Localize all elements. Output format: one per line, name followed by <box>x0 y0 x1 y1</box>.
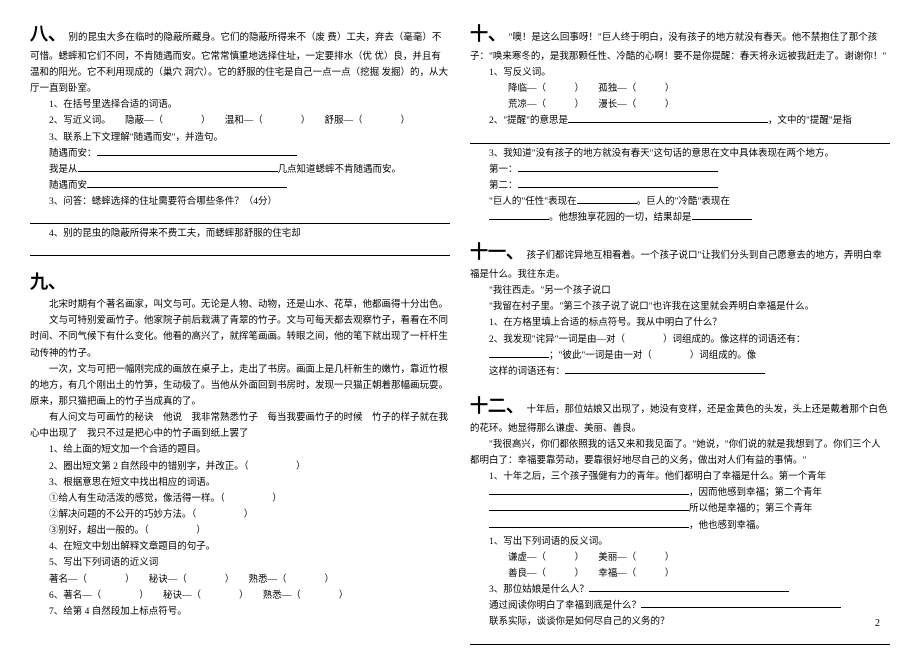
s12-q2: 1、写出下列词语的反义词。 <box>489 534 890 550</box>
blank-line <box>30 212 450 224</box>
s8-q3: 3、联系上下文理解"随遇而安"，并造句。 <box>49 130 450 146</box>
s12-q4: 通过阅读你明白了幸福到底是什么？ <box>489 598 890 614</box>
s8-q3d: 随遇而安 <box>49 178 450 194</box>
s10-para: "噢！是这么回事呀！"巨人终于明白，没有孩子的地方就没有春天。他不禁抱住了那个孩… <box>470 33 886 62</box>
s11-q2c: 这样的词语还有： <box>489 364 890 380</box>
s9-q5: 5、写出下列词语的近义词 <box>49 555 450 571</box>
s10-q3: 3、我知道"没有孩子的地方就没有春天"这句话的意思在文中具体表现在两个地方。 <box>489 146 890 162</box>
s9-q6: 6、著名—（ ） 秘诀—（ ） 熟悉—（ ） <box>49 588 450 604</box>
s9-q4: 4、在短文中划出解释文章题目的句子。 <box>49 539 450 555</box>
s10-q4c: 。他想独享花园的一切，结果却是 <box>489 210 890 226</box>
s10-q2: 2、"提醒"的意思是，文中的"提醒"是指 <box>489 113 890 129</box>
s9-p1: 北宋时期有个著名画家，叫文与可。无论是人物、动物，还是山水、花草，他都画得十分出… <box>30 297 450 313</box>
page-number: 2 <box>875 616 880 632</box>
s9-q3a: ①给人有生动活泼的感觉，像活得一样。（ ） <box>49 491 450 507</box>
s11-q1: 1、在方格里填上合适的标点符号。我从中明白了什么？ <box>489 315 890 331</box>
section-8-num: 八、 <box>30 24 66 44</box>
s9-q3c: ③别好，超出一般的。（ ） <box>49 523 450 539</box>
s12-p2: "我很高兴，你们都依照我的话又来和我见面了。"她说，"你们说的就是我想到了。你们… <box>470 437 890 469</box>
s12-q5: 联系实际，谈谈你是如何尽自己的义务的？ <box>489 614 890 630</box>
s12-q3: 3、那位姑娘是什么人？ <box>489 582 890 598</box>
s11-p2: "我往西走。"另一个孩子说口 <box>470 283 890 299</box>
blank-line <box>470 132 890 144</box>
s8-q1: 1、在括号里选择合适的词语。 <box>49 97 450 113</box>
s10-q1b: 荒凉—（ ） 漫长—（ ） <box>508 97 890 113</box>
section-12-num: 十二、 <box>470 396 524 416</box>
s8-q2: 2、写近义词。 隐蔽—（ ） 温和—（ ） 舒服—（ ） <box>49 113 450 129</box>
blank-line <box>30 244 450 256</box>
s9-p4: 有人问文与可画竹的秘诀 他说 我非常熟悉竹子 每当我要画竹子的时候 竹子的样子就… <box>30 410 450 442</box>
s12-q1b: ，因而他感到幸福；第二个青年 <box>489 485 890 501</box>
s12-q2a: 谦虚—（ ） 美丽—（ ） <box>508 550 890 566</box>
s8-q4: 3、问答：蟋蟀选择的住址需要符合哪些条件？（4分） <box>49 194 450 210</box>
section-11: 十一、 孩子们都诧异地互相看着。一个孩子说口"让我们分头到自己愿意去的地方，弄明… <box>470 238 890 380</box>
s9-q3b: ②解决问题的不公开的巧妙方法。（ ） <box>49 507 450 523</box>
s9-p3: 一次，文与可把一幅刚完成的画放在桌子上，走出了书房。画面上是几杆新生的嫩竹，靠近… <box>30 362 450 410</box>
section-9-num: 九、 <box>30 272 66 292</box>
blank-line <box>470 633 890 645</box>
s11-para: 孩子们都诧异地互相看着。一个孩子说口"让我们分头到自己愿意去的地方，弄明白幸福是… <box>470 251 882 280</box>
s10-q3b: 第二： <box>489 178 890 194</box>
s9-q1: 1、给上面的短文加一个合适的题目。 <box>49 442 450 458</box>
s8-q3a: 随遇而安： <box>49 146 450 162</box>
s12-q1c: 所以他是幸福的；第三个青年 <box>489 501 890 517</box>
section-8-para: 别的昆虫大多在临时的隐蔽所藏身。它们的隐蔽所得来不（废 费）工夫，弃去（毫毫）不… <box>30 33 448 94</box>
section-12: 十二、 十年后，那位姑娘又出现了，她没有变样，还是金黄色的头发，头上还是戴着那个… <box>470 392 890 645</box>
s11-q2: 2、我发现"诧异"一词是由—对（ ）词组成的。像这样的词语还有： <box>489 332 890 348</box>
s8-q3b: 我是从几点知道蟋蟀不肯随遇而安。 <box>49 162 450 178</box>
section-10: 十、 "噢！是这么回事呀！"巨人终于明白，没有孩子的地方就没有春天。他不禁抱住了… <box>470 20 890 226</box>
s12-q1d: ，他也感到幸福。 <box>489 518 890 534</box>
s12-q1: 1、十年之后，三个孩子强健有力的青年。他们都明白了幸福是什么。第一个青年 <box>489 469 890 485</box>
section-10-num: 十、 <box>470 24 506 44</box>
s9-q3: 3、根据意思在短文中找出相应的词语。 <box>49 475 450 491</box>
s12-q2b: 善良—（ ） 幸福—（ ） <box>508 566 890 582</box>
section-8: 八、 别的昆虫大多在临时的隐蔽所藏身。它们的隐蔽所得来不（废 费）工夫，弃去（毫… <box>30 20 450 256</box>
s11-q2b: ；"彼此"一词是由一对（ ）词组成的。像 <box>489 348 890 364</box>
section-11-num: 十一、 <box>470 242 524 262</box>
s12-para: 十年后，那位姑娘又出现了，她没有变样，还是金黄色的头发，头上还是戴着那个白色的花… <box>470 405 888 434</box>
s10-q4: "巨人的"任性"表现在。巨人的"冷酷"表现在 <box>489 194 890 210</box>
s9-q5a: 著名—（ ） 秘诀—（ ） 熟悉—（ ） <box>49 572 450 588</box>
section-9: 九、 北宋时期有个著名画家，叫文与可。无论是人物、动物，还是山水、花草，他都画得… <box>30 268 450 620</box>
s9-p2: 文与可特别爱画竹子。他家院子前后栽满了青翠的竹子。文与可每天都去观察竹子，看看在… <box>30 313 450 361</box>
s10-q1a: 降临—（ ） 孤独—（ ） <box>508 81 890 97</box>
s11-p3: "我留在村子里。"第三个孩子说了说口"也许我在这里就会弄明白幸福是什么。 <box>470 299 890 315</box>
s8-q5: 4、别的昆虫的隐蔽所得来不费工夫，而蟋蟀那舒服的住宅却 <box>49 226 450 242</box>
s10-q3a: 第一： <box>489 162 890 178</box>
s9-q7: 7、给第 4 自然段加上标点符号。 <box>49 604 450 620</box>
s9-q2: 2、圈出短文第 2 自然段中的错别字，并改正。（ ） <box>49 459 450 475</box>
s10-q1: 1、写反义词。 <box>489 65 890 81</box>
